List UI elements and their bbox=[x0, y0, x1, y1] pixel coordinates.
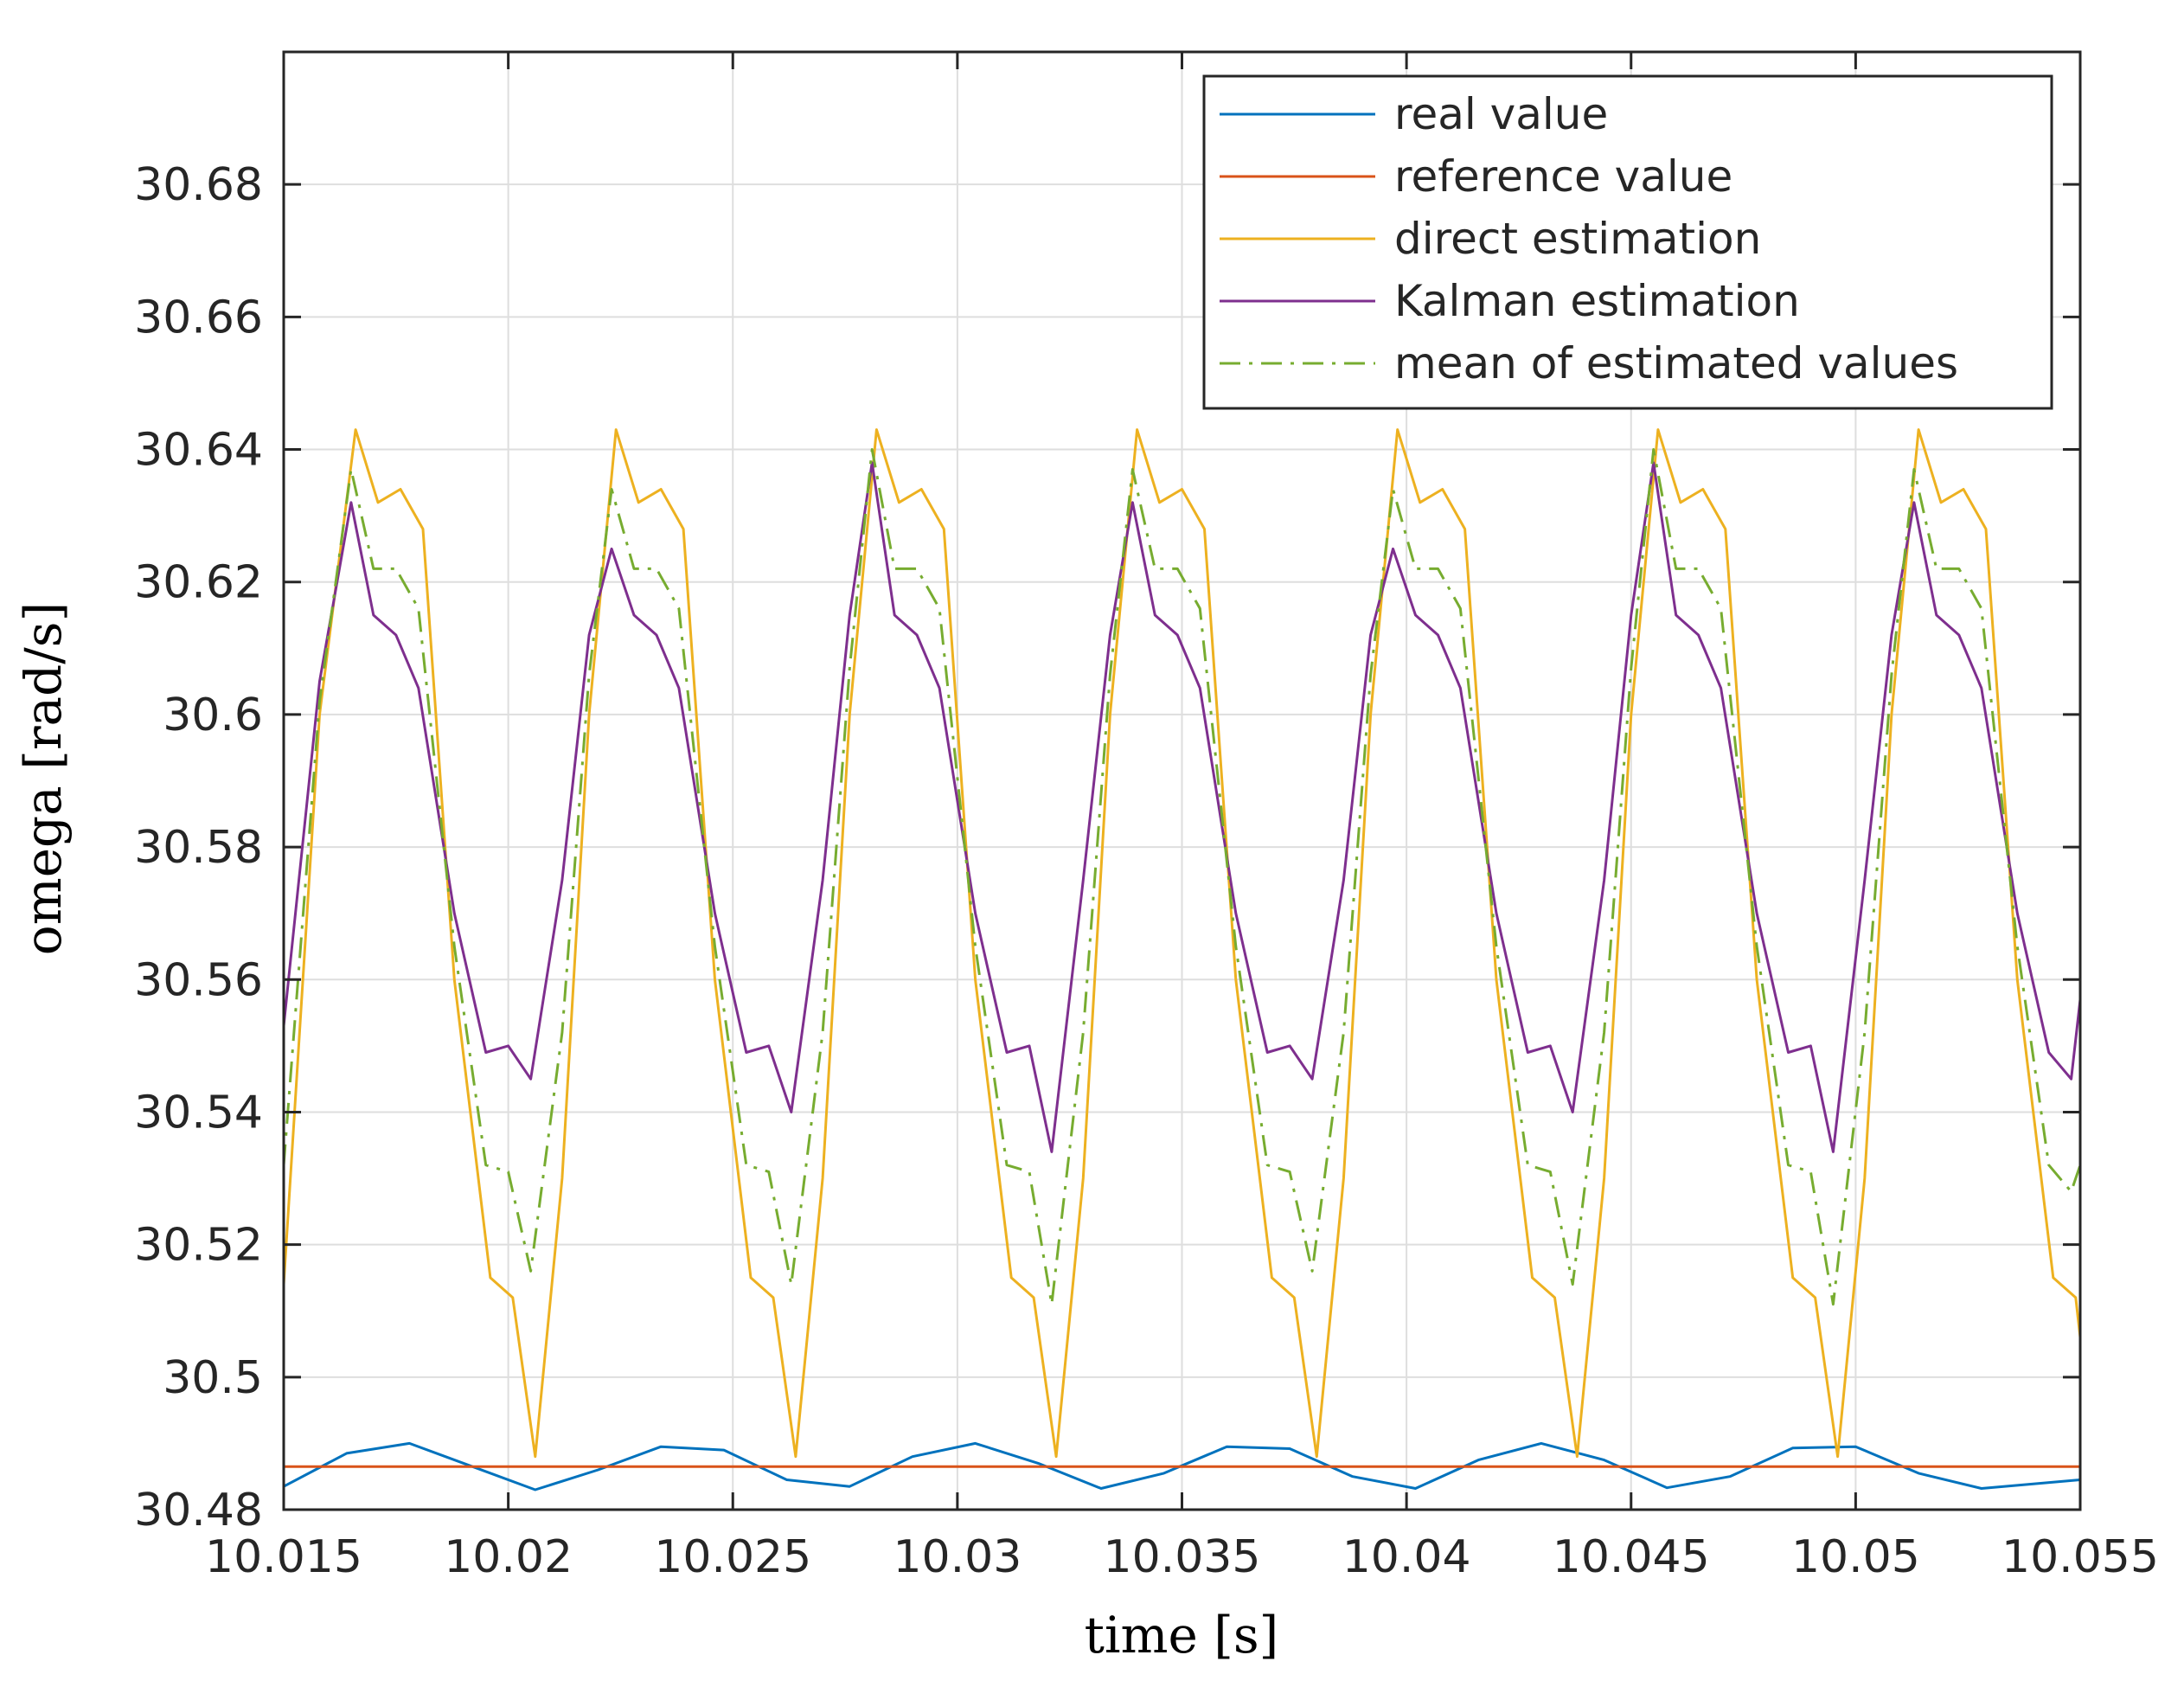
y-tick-label: 30.48 bbox=[134, 1485, 263, 1536]
y-tick-label: 30.56 bbox=[134, 954, 263, 1006]
x-tick-label: 10.02 bbox=[444, 1531, 573, 1583]
tick-marks bbox=[282, 52, 2082, 1511]
legend-items: real value reference value direct estimati… bbox=[1220, 89, 1958, 388]
x-tick-label: 10.04 bbox=[1342, 1531, 1471, 1583]
y-tick-label: 30.52 bbox=[134, 1220, 263, 1272]
y-tick-labels: 30.48 30.5 30.52 30.54 30.56 30.58 30.6 30.62 30… bbox=[134, 159, 263, 1536]
x-tick-label: 10.015 bbox=[205, 1531, 362, 1583]
legend-label-reference-value: reference value bbox=[1394, 151, 1732, 202]
x-tick-label: 10.035 bbox=[1104, 1531, 1261, 1583]
y-tick-label: 30.5 bbox=[163, 1352, 263, 1404]
x-tick-labels: 10.015 10.02 10.025 10.03 10.035 10.04 10.045 1… bbox=[205, 1531, 2159, 1583]
x-tick-label: 10.025 bbox=[654, 1531, 811, 1583]
series-line-mean-of-estimated-values bbox=[282, 448, 2082, 1306]
series-line-kalman-estimation bbox=[282, 461, 2082, 1153]
legend-label-kalman-estimation: Kalman estimation bbox=[1394, 276, 1800, 326]
legend: real value reference value direct estimati… bbox=[1202, 74, 2053, 410]
y-tick-label: 30.6 bbox=[163, 690, 263, 741]
x-axis-title: time [s] bbox=[1085, 1606, 1279, 1665]
y-axis-title: omega [rad/s] bbox=[14, 602, 73, 955]
y-tick-label: 30.54 bbox=[134, 1087, 263, 1139]
y-tick-label: 30.62 bbox=[134, 557, 263, 609]
y-tick-label: 30.64 bbox=[134, 425, 263, 477]
y-tick-label: 30.66 bbox=[134, 292, 263, 343]
y-tick-label: 30.68 bbox=[134, 159, 263, 211]
legend-label-direct-estimation: direct estimation bbox=[1394, 214, 1761, 264]
x-tick-label: 10.05 bbox=[1791, 1531, 1920, 1583]
x-tick-label: 10.045 bbox=[1553, 1531, 1710, 1583]
x-tick-label: 10.055 bbox=[2001, 1531, 2159, 1583]
legend-box bbox=[1202, 74, 2053, 410]
legend-label-mean-of-estimated-values: mean of estimated values bbox=[1394, 338, 1958, 388]
legend-label-real-value: real value bbox=[1394, 89, 1608, 139]
y-tick-label: 30.58 bbox=[134, 822, 263, 874]
series-layer bbox=[282, 428, 2082, 1491]
x-tick-label: 10.03 bbox=[893, 1531, 1022, 1583]
